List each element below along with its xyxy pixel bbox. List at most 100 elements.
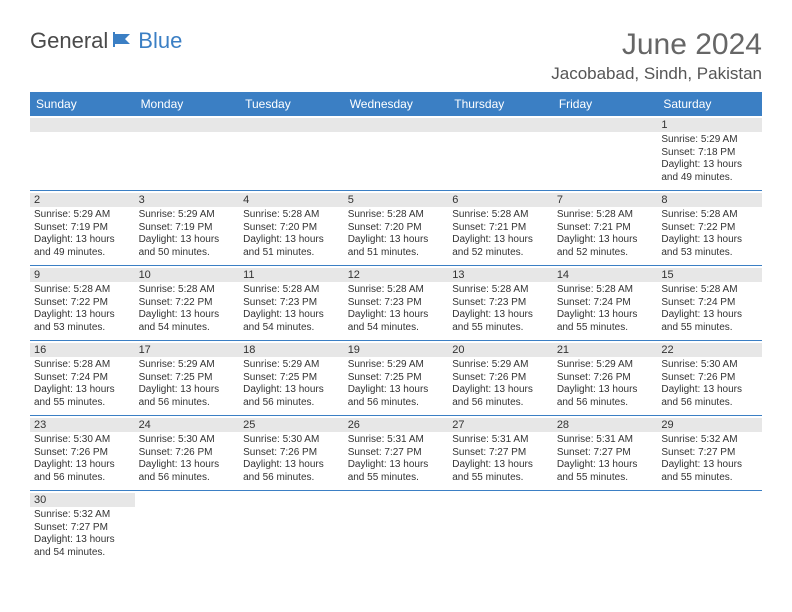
day-header: Tuesday xyxy=(239,92,344,116)
day-number: 8 xyxy=(657,193,762,207)
sunrise-text: Sunrise: 5:28 AM xyxy=(661,284,758,297)
daylight-text: Daylight: 13 hours and 55 minutes. xyxy=(661,309,758,334)
sunrise-text: Sunrise: 5:30 AM xyxy=(34,434,131,447)
daylight-text: Daylight: 13 hours and 56 minutes. xyxy=(139,459,236,484)
day-details: Sunrise: 5:29 AMSunset: 7:26 PMDaylight:… xyxy=(452,359,549,409)
day-details: Sunrise: 5:30 AMSunset: 7:26 PMDaylight:… xyxy=(243,434,340,484)
day-number-bar xyxy=(553,118,658,132)
calendar-cell xyxy=(448,116,553,191)
calendar-cell xyxy=(135,491,240,566)
daylight-text: Daylight: 13 hours and 53 minutes. xyxy=(661,234,758,259)
daylight-text: Daylight: 13 hours and 56 minutes. xyxy=(34,459,131,484)
day-number: 26 xyxy=(344,418,449,432)
calendar-cell xyxy=(344,116,449,191)
day-details: Sunrise: 5:30 AMSunset: 7:26 PMDaylight:… xyxy=(34,434,131,484)
location: Jacobabad, Sindh, Pakistan xyxy=(551,64,762,84)
day-details: Sunrise: 5:28 AMSunset: 7:22 PMDaylight:… xyxy=(661,209,758,259)
day-details: Sunrise: 5:28 AMSunset: 7:24 PMDaylight:… xyxy=(557,284,654,334)
day-number: 27 xyxy=(448,418,553,432)
day-number: 7 xyxy=(553,193,658,207)
daylight-text: Daylight: 13 hours and 54 minutes. xyxy=(139,309,236,334)
daylight-text: Daylight: 13 hours and 56 minutes. xyxy=(557,384,654,409)
calendar-cell: 8 Sunrise: 5:28 AMSunset: 7:22 PMDaylight… xyxy=(657,191,762,266)
sunrise-text: Sunrise: 5:29 AM xyxy=(139,209,236,222)
sunset-text: Sunset: 7:23 PM xyxy=(348,297,445,310)
sunrise-text: Sunrise: 5:28 AM xyxy=(557,209,654,222)
sunset-text: Sunset: 7:23 PM xyxy=(243,297,340,310)
title-block: June 2024 Jacobabad, Sindh, Pakistan xyxy=(551,28,762,84)
day-number: 29 xyxy=(657,418,762,432)
sunrise-text: Sunrise: 5:28 AM xyxy=(557,284,654,297)
day-number: 19 xyxy=(344,343,449,357)
sunrise-text: Sunrise: 5:30 AM xyxy=(139,434,236,447)
calendar-cell: 5Sunrise: 5:28 AMSunset: 7:20 PMDaylight… xyxy=(344,191,449,266)
sunrise-text: Sunrise: 5:31 AM xyxy=(348,434,445,447)
day-details: Sunrise: 5:31 AMSunset: 7:27 PMDaylight:… xyxy=(348,434,445,484)
day-details: Sunrise: 5:31 AMSunset: 7:27 PMDaylight:… xyxy=(452,434,549,484)
sunrise-text: Sunrise: 5:30 AM xyxy=(661,359,758,372)
day-header-row: Sunday Monday Tuesday Wednesday Thursday… xyxy=(30,92,762,116)
day-details: Sunrise: 5:29 AMSunset: 7:26 PMDaylight:… xyxy=(557,359,654,409)
day-number: 14 xyxy=(553,268,658,282)
calendar-cell: 21Sunrise: 5:29 AMSunset: 7:26 PMDayligh… xyxy=(553,341,658,416)
sunset-text: Sunset: 7:26 PM xyxy=(557,372,654,385)
calendar-row: 23Sunrise: 5:30 AMSunset: 7:26 PMDayligh… xyxy=(30,416,762,491)
sunrise-text: Sunrise: 5:28 AM xyxy=(452,284,549,297)
calendar-cell: 17 Sunrise: 5:29 AMSunset: 7:25 PMDayligh… xyxy=(135,341,240,416)
sunset-text: Sunset: 7:27 PM xyxy=(661,447,758,460)
day-number: 28 xyxy=(553,418,658,432)
calendar-cell xyxy=(553,491,658,566)
calendar-cell xyxy=(239,491,344,566)
calendar-cell: 15Sunrise: 5:28 AMSunset: 7:24 PMDayligh… xyxy=(657,266,762,341)
logo-text-blue: Blue xyxy=(138,28,182,54)
day-number: 11 xyxy=(239,268,344,282)
sunset-text: Sunset: 7:22 PM xyxy=(661,222,758,235)
calendar-row: 2Sunrise: 5:29 AMSunset: 7:19 PMDaylight… xyxy=(30,191,762,266)
sunrise-text: Sunrise: 5:28 AM xyxy=(34,284,131,297)
sunrise-text: Sunrise: 5:29 AM xyxy=(243,359,340,372)
flag-icon xyxy=(113,30,135,53)
daylight-text: Daylight: 13 hours and 53 minutes. xyxy=(34,309,131,334)
day-number: 22 xyxy=(657,343,762,357)
day-details: Sunrise: 5:30 AMSunset: 7:26 PMDaylight:… xyxy=(661,359,758,409)
calendar-cell xyxy=(657,491,762,566)
sunset-text: Sunset: 7:20 PM xyxy=(348,222,445,235)
day-number: 2 xyxy=(30,193,135,207)
sunset-text: Sunset: 7:19 PM xyxy=(139,222,236,235)
calendar-cell: 18Sunrise: 5:29 AMSunset: 7:25 PMDayligh… xyxy=(239,341,344,416)
day-details: Sunrise: 5:29 AMSunset: 7:19 PMDaylight:… xyxy=(34,209,131,259)
sunrise-text: Sunrise: 5:28 AM xyxy=(139,284,236,297)
daylight-text: Daylight: 13 hours and 49 minutes. xyxy=(34,234,131,259)
daylight-text: Daylight: 13 hours and 52 minutes. xyxy=(452,234,549,259)
day-number: 17 xyxy=(135,343,240,357)
calendar-row: 1Sunrise: 5:29 AMSunset: 7:18 PMDaylight… xyxy=(30,116,762,191)
day-details: Sunrise: 5:29 AMSunset: 7:25 PMDaylight:… xyxy=(139,359,236,409)
sunset-text: Sunset: 7:26 PM xyxy=(452,372,549,385)
daylight-text: Daylight: 13 hours and 55 minutes. xyxy=(661,459,758,484)
calendar-cell: 13Sunrise: 5:28 AMSunset: 7:23 PMDayligh… xyxy=(448,266,553,341)
daylight-text: Daylight: 13 hours and 54 minutes. xyxy=(348,309,445,334)
sunset-text: Sunset: 7:24 PM xyxy=(34,372,131,385)
day-number: 16 xyxy=(30,343,135,357)
day-details: Sunrise: 5:28 AMSunset: 7:22 PMDaylight:… xyxy=(139,284,236,334)
sunset-text: Sunset: 7:18 PM xyxy=(661,147,758,160)
calendar-cell xyxy=(30,116,135,191)
day-details: Sunrise: 5:30 AMSunset: 7:26 PMDaylight:… xyxy=(139,434,236,484)
sunset-text: Sunset: 7:27 PM xyxy=(34,522,131,535)
sunrise-text: Sunrise: 5:29 AM xyxy=(139,359,236,372)
daylight-text: Daylight: 13 hours and 55 minutes. xyxy=(557,309,654,334)
daylight-text: Daylight: 13 hours and 52 minutes. xyxy=(557,234,654,259)
calendar-row: 30Sunrise: 5:32 AMSunset: 7:27 PMDayligh… xyxy=(30,491,762,566)
day-number: 10 xyxy=(135,268,240,282)
calendar-cell: 9Sunrise: 5:28 AMSunset: 7:22 PMDaylight… xyxy=(30,266,135,341)
sunset-text: Sunset: 7:24 PM xyxy=(661,297,758,310)
day-number: 12 xyxy=(344,268,449,282)
calendar-table: Sunday Monday Tuesday Wednesday Thursday… xyxy=(30,92,762,565)
day-number: 18 xyxy=(239,343,344,357)
sunrise-text: Sunrise: 5:32 AM xyxy=(661,434,758,447)
day-details: Sunrise: 5:28 AMSunset: 7:24 PMDaylight:… xyxy=(34,359,131,409)
calendar-cell: 26 Sunrise: 5:31 AMSunset: 7:27 PMDayligh… xyxy=(344,416,449,491)
sunset-text: Sunset: 7:20 PM xyxy=(243,222,340,235)
day-number: 25 xyxy=(239,418,344,432)
sunset-text: Sunset: 7:24 PM xyxy=(557,297,654,310)
